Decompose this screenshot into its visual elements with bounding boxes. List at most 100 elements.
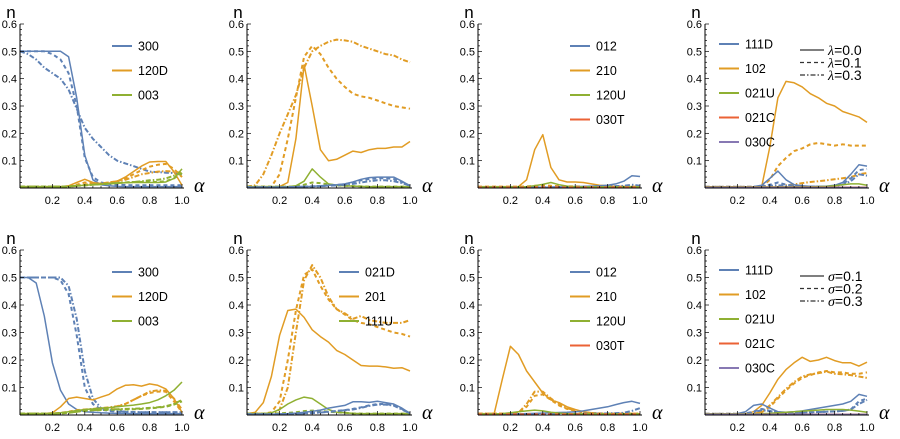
legend: 111D 102 021U 021C 030C [719, 38, 775, 150]
legend-label: 021U [745, 87, 775, 101]
x-axis-label: α [652, 175, 663, 197]
series-line-orange-dashed [247, 44, 411, 188]
x-tick-label: 0.6 [337, 195, 352, 207]
y-tick-label: 0.4 [229, 300, 244, 312]
y-tick-label: 0.5 [229, 46, 244, 58]
panel-top-3: 0.1 0.2 0.3 0.4 0.5 0.6 0.2 0.4 0.6 0.8 1.0 n α 012 21… [460, 3, 663, 207]
style-legend-label: σ=0.2 [828, 281, 863, 298]
y-tick-label: 0.4 [2, 74, 17, 86]
series-line-102-dotdash [705, 370, 868, 415]
x-tick-label: 0.8 [370, 195, 385, 207]
y-tick-label: 0.2 [229, 355, 244, 367]
y-tick-label: 0.2 [229, 128, 244, 140]
series-group [246, 264, 411, 416]
y-tick-label: 0.2 [460, 355, 475, 367]
x-tick-label: 1.0 [632, 195, 647, 207]
x-tick-label: 0.2 [45, 422, 60, 434]
legend-label: 120D [138, 64, 168, 78]
legend: 021D 201 111U [339, 266, 395, 329]
y-tick-label: 0.1 [229, 383, 244, 395]
legend: 012 210 120U 030T [570, 40, 626, 127]
legend-label: 021C [745, 337, 775, 351]
series-line-210-solid [478, 133, 640, 188]
legend-label: 111D [745, 264, 773, 278]
legend-label: 030C [745, 362, 775, 376]
series-group [478, 133, 641, 189]
x-tick-label: 1.0 [632, 422, 647, 434]
legend-label: 030T [596, 113, 625, 127]
y-tick-label: 0.5 [460, 46, 475, 58]
y-axis-label: n [691, 229, 700, 248]
y-tick-label: 0.2 [460, 128, 475, 140]
x-tick-label: 1.0 [174, 195, 189, 207]
series-group [20, 276, 183, 415]
y-tick-label: 0.1 [2, 383, 17, 395]
legend-label: 003 [138, 89, 159, 103]
x-tick-label: 0.4 [77, 195, 92, 207]
panel-top-4: 0.10.20.30.40.50.60.2 0.4 0.6 0.8 1.0nα111D1… [687, 3, 890, 207]
y-axis-label: n [6, 3, 15, 22]
style-legend-label: λ=0.1 [827, 55, 862, 72]
legend-label: 300 [138, 266, 159, 280]
y-axis-label: n [464, 229, 473, 248]
y-tick-label: 0.3 [687, 101, 702, 113]
series-line-003-dashed [20, 400, 183, 415]
series-line-102-solid [705, 80, 868, 188]
legend: 012 210 120U 030T [570, 266, 626, 353]
y-axis-label: n [464, 3, 473, 22]
series-line-021d-solid [247, 400, 411, 415]
y-tick-label: 0.1 [2, 156, 17, 168]
legend: 300 120D 003 [112, 40, 168, 103]
x-tick-label: 0.6 [568, 195, 583, 207]
y-tick-label: 0.4 [460, 300, 475, 312]
legend: 300 120D 003 [112, 266, 168, 329]
x-tick-label: 0.6 [795, 195, 810, 207]
x-tick-label: 0.6 [110, 422, 125, 434]
legend-label: 003 [138, 315, 159, 329]
series-line-003-dotdash [20, 172, 183, 188]
y-axis-label: n [233, 3, 242, 22]
x-axis-label: α [194, 402, 205, 424]
x-tick-label: 0.8 [370, 422, 385, 434]
legend-label: 030C [745, 136, 775, 150]
y-tick-label: 0.4 [460, 74, 475, 86]
x-axis-label: α [879, 402, 890, 424]
series-group [478, 345, 641, 416]
series-group [19, 50, 183, 188]
y-tick-label: 0.4 [2, 300, 17, 312]
series-line-021d-dashed [247, 403, 411, 416]
style-legend-label: λ=0.3 [827, 67, 862, 84]
x-tick-label: 0.8 [600, 422, 615, 434]
x-tick-label: 0.8 [142, 422, 157, 434]
legend-label: 120U [596, 315, 626, 329]
x-tick-label: 0.6 [110, 195, 125, 207]
y-tick-label: 0.3 [229, 101, 244, 113]
y-tick-label: 0.3 [460, 101, 475, 113]
series-line-orange-dotdash [246, 38, 411, 188]
x-tick-label: 1.0 [402, 422, 417, 434]
legend-label: 102 [745, 288, 766, 302]
y-tick-label: 0.1 [687, 383, 702, 395]
series-group [705, 356, 868, 416]
x-tick-label: 0.2 [730, 422, 745, 434]
y-tick-label: 0.1 [229, 156, 244, 168]
series-line-003-dashed [20, 172, 183, 188]
x-tick-label: 0.4 [305, 422, 320, 434]
y-tick-label: 0.6 [460, 19, 475, 31]
series-line-111d-solid [705, 164, 868, 188]
x-tick-label: 0.4 [535, 195, 550, 207]
y-tick-label: 0.3 [2, 101, 17, 113]
series-line-green-dashed [247, 181, 410, 188]
series-line-102-dashed [705, 370, 868, 415]
y-tick-label: 0.1 [460, 156, 475, 168]
y-tick-label: 0.2 [2, 128, 17, 140]
legend-label: 120D [138, 290, 168, 304]
y-axis-label: n [233, 229, 242, 248]
y-tick-label: 0.5 [687, 46, 702, 58]
series-line-111d-dashed [705, 397, 868, 415]
legend-label: 111U [365, 315, 393, 329]
y-tick-label: 0.3 [2, 328, 17, 340]
x-tick-label: 1.0 [859, 422, 874, 434]
series-group [246, 38, 411, 189]
